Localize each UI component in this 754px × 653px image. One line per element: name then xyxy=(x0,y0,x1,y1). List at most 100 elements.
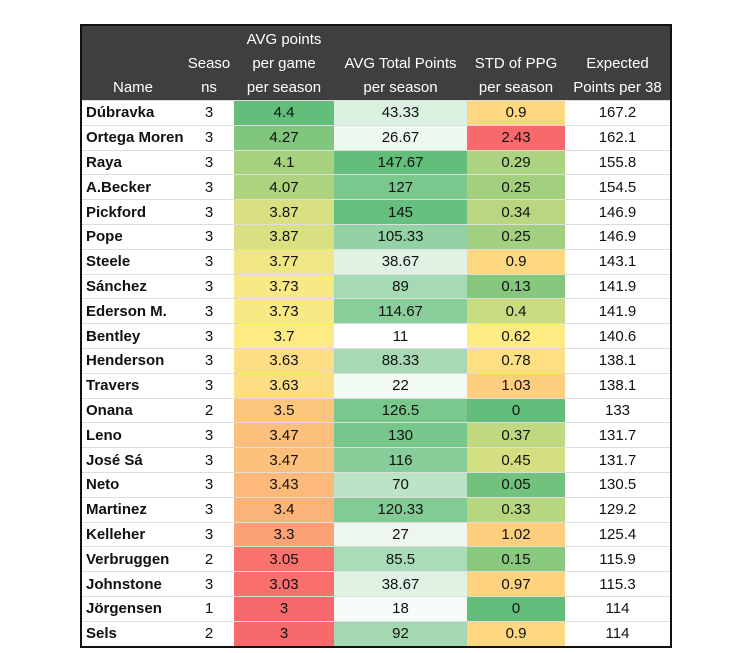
cell-avg_total: 18 xyxy=(334,596,467,622)
cell-name: Ederson M. xyxy=(86,302,167,320)
table-row: Steele 3 3.77 38.67 0.9 143.1 xyxy=(82,249,670,275)
cell-seasons: 3 xyxy=(204,352,214,370)
cell-seasons: 3 xyxy=(204,253,214,271)
cell-expected: 138.1 xyxy=(598,377,637,395)
table-row: Jörgensen 1 3 18 0 114 xyxy=(82,596,670,622)
column-header-line: Seaso xyxy=(187,55,231,72)
cell-avg_ppg: 3.05 xyxy=(234,546,334,572)
cell-seasons: 3 xyxy=(204,104,214,122)
cell-avg_ppg: 4.1 xyxy=(234,150,334,175)
column-header-avg_total: AVG Total Points per season xyxy=(334,26,467,101)
cell-avg_ppg: 3.73 xyxy=(234,274,334,299)
cell-std_ppg: 0 xyxy=(467,398,565,423)
cell-seasons: 3 xyxy=(204,129,214,147)
cell-expected: 131.7 xyxy=(598,451,637,469)
cell-std_ppg: 0.25 xyxy=(467,174,565,200)
cell-seasons: 2 xyxy=(204,550,214,568)
cell-expected: 143.1 xyxy=(598,253,637,271)
cell-name: Travers xyxy=(86,377,140,395)
cell-avg_total: 70 xyxy=(334,472,467,498)
cell-std_ppg: 0.34 xyxy=(467,199,565,225)
cell-expected: 115.3 xyxy=(599,575,636,593)
table-row: Johnstone 3 3.03 38.67 0.97 115.3 xyxy=(82,571,670,597)
table-row: Martinez 3 3.4 120.33 0.33 129.2 xyxy=(82,497,670,523)
cell-seasons: 3 xyxy=(204,476,214,494)
cell-name: Dúbravka xyxy=(86,104,155,122)
cell-expected: 141.9 xyxy=(598,277,637,295)
cell-expected: 146.9 xyxy=(598,203,637,221)
column-header-name: Name xyxy=(82,26,184,101)
table-row: José Sá 3 3.47 116 0.45 131.7 xyxy=(82,447,670,473)
column-header-line: Points per 38 xyxy=(573,79,662,96)
table-header: Name Seaso ns AVG points per game per season A… xyxy=(82,26,670,101)
table-row: Leno 3 3.47 130 0.37 131.7 xyxy=(82,422,670,448)
cell-avg_total: 22 xyxy=(334,373,467,399)
cell-avg_ppg: 3.73 xyxy=(234,298,334,324)
cell-name: Kelleher xyxy=(86,525,146,543)
cell-seasons: 3 xyxy=(204,426,214,444)
cell-avg_ppg: 3 xyxy=(234,621,334,646)
column-header-expected: Expected Points per 38 xyxy=(565,26,670,101)
column-header-line: per season xyxy=(363,79,438,96)
cell-std_ppg: 0.97 xyxy=(467,571,565,597)
table-body: Dúbravka 3 4.4 43.33 0.9 167.2 Ortega Moreno 3 4… xyxy=(82,100,670,646)
table-row: Sánchez 3 3.73 89 0.13 141.9 xyxy=(82,274,670,299)
cell-avg_ppg: 3.63 xyxy=(234,348,334,374)
cell-std_ppg: 0.13 xyxy=(467,274,565,299)
cell-avg_ppg: 3.3 xyxy=(234,522,334,547)
cell-name: Jörgensen xyxy=(86,600,162,618)
cell-std_ppg: 1.03 xyxy=(467,373,565,399)
cell-std_ppg: 0.9 xyxy=(467,621,565,646)
cell-avg_ppg: 4.27 xyxy=(234,125,334,151)
cell-name: Pickford xyxy=(86,203,147,221)
cell-std_ppg: 1.02 xyxy=(467,522,565,547)
cell-avg_ppg: 3 xyxy=(234,596,334,622)
cell-avg_total: 105.33 xyxy=(334,224,467,250)
table-row: Onana 2 3.5 126.5 0 133 xyxy=(82,398,670,423)
table-row: Travers 3 3.63 22 1.03 138.1 xyxy=(82,373,670,399)
cell-expected: 146.9 xyxy=(598,228,637,246)
cell-avg_total: 11 xyxy=(334,323,467,349)
cell-expected: 138.1 xyxy=(598,352,637,370)
cell-std_ppg: 0.37 xyxy=(467,422,565,448)
cell-std_ppg: 2.43 xyxy=(467,125,565,151)
cell-seasons: 3 xyxy=(204,575,214,593)
cell-avg_total: 127 xyxy=(334,174,467,200)
cell-std_ppg: 0 xyxy=(467,596,565,622)
cell-avg_total: 85.5 xyxy=(334,546,467,572)
cell-name: Henderson xyxy=(86,352,165,370)
cell-expected: 155.8 xyxy=(598,153,637,171)
cell-expected: 167.2 xyxy=(598,104,637,122)
cell-seasons: 3 xyxy=(204,327,214,345)
cell-expected: 133 xyxy=(604,401,631,419)
cell-std_ppg: 0.25 xyxy=(467,224,565,250)
table-row: Pope 3 3.87 105.33 0.25 146.9 xyxy=(82,224,670,250)
cell-expected: 141.9 xyxy=(598,302,637,320)
cell-name: Bentley xyxy=(86,327,141,345)
table-row: Raya 3 4.1 147.67 0.29 155.8 xyxy=(82,150,670,175)
cell-seasons: 2 xyxy=(204,625,214,643)
cell-seasons: 2 xyxy=(204,401,214,419)
cell-name: Sels xyxy=(86,625,117,643)
cell-avg_total: 88.33 xyxy=(334,348,467,374)
table-row: Henderson 3 3.63 88.33 0.78 138.1 xyxy=(82,348,670,374)
table-row: Bentley 3 3.7 11 0.62 140.6 xyxy=(82,323,670,349)
cell-name: Verbruggen xyxy=(86,550,170,568)
cell-expected: 162.1 xyxy=(598,129,637,147)
cell-avg_total: 126.5 xyxy=(334,398,467,423)
table-row: Dúbravka 3 4.4 43.33 0.9 167.2 xyxy=(82,100,670,126)
cell-avg_total: 120.33 xyxy=(334,497,467,523)
cell-avg_total: 27 xyxy=(334,522,467,547)
cell-expected: 140.6 xyxy=(598,327,637,345)
cell-avg_ppg: 3.47 xyxy=(234,447,334,473)
cell-avg_ppg: 3.63 xyxy=(234,373,334,399)
cell-name: Johnstone xyxy=(86,575,162,593)
cell-name: Ortega Moreno xyxy=(86,129,184,147)
cell-avg_total: 116 xyxy=(334,447,467,473)
cell-avg_total: 43.33 xyxy=(334,100,467,126)
cell-name: Neto xyxy=(86,476,120,494)
column-header-avg_ppg: AVG points per game per season xyxy=(234,26,334,101)
cell-std_ppg: 0.4 xyxy=(467,298,565,324)
cell-seasons: 3 xyxy=(204,302,214,320)
cell-expected: 154.5 xyxy=(598,178,637,196)
